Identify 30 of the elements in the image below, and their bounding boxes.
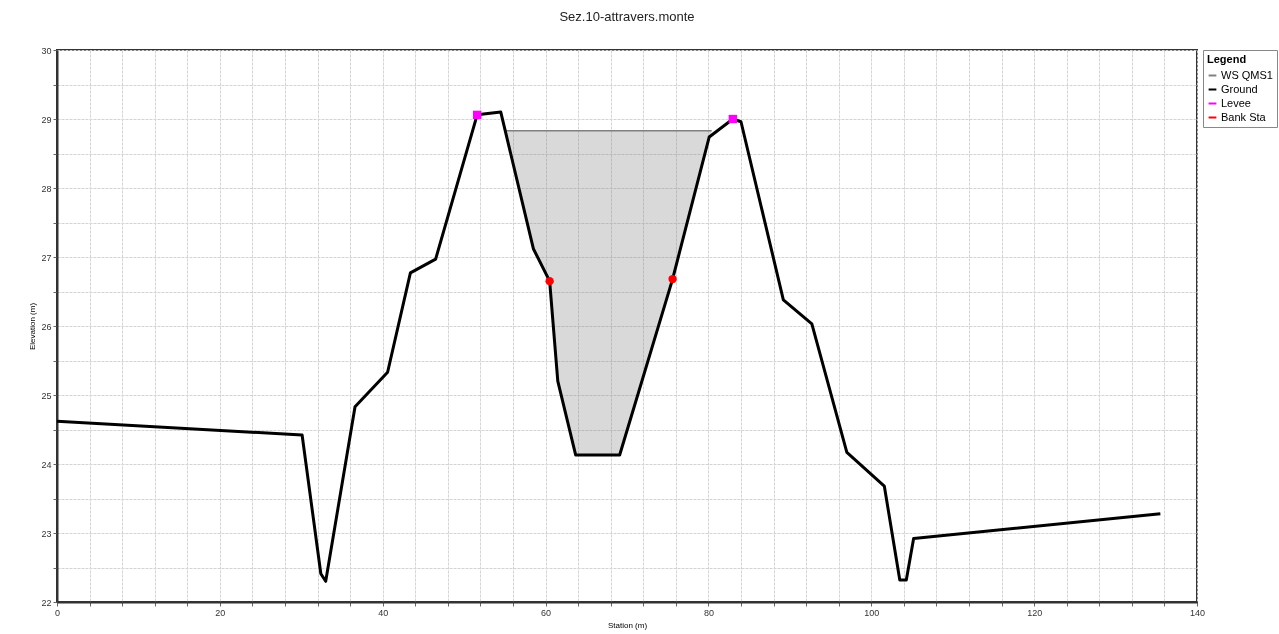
- x-tick-label: 60: [541, 607, 552, 618]
- line-series: [55, 110, 1162, 583]
- y-tick-label: 22: [41, 597, 52, 608]
- y-tick-label: 25: [41, 390, 52, 401]
- point: [472, 110, 482, 120]
- point: [728, 114, 738, 124]
- legend-title: Legend: [1207, 53, 1247, 65]
- legend-label: Levee: [1221, 96, 1251, 109]
- point: [668, 274, 677, 284]
- y-tick-label: 28: [41, 183, 52, 194]
- x-tick-label: 80: [703, 607, 714, 618]
- x-tick-label: 40: [378, 607, 389, 618]
- point: [545, 276, 554, 286]
- legend-label: WS QMS1: [1221, 68, 1273, 81]
- x-axis-title: Station (m): [607, 620, 648, 630]
- y-tick-label: 29: [41, 114, 52, 125]
- y-tick-label: 30: [41, 45, 52, 56]
- legend-label: Ground: [1221, 82, 1258, 95]
- y-tick-label: 24: [41, 459, 52, 470]
- y-axis-title: Elevation (m): [28, 302, 38, 351]
- x-tick-label: 20: [215, 607, 226, 618]
- x-tick-label: 0: [54, 607, 61, 618]
- x-tick-label: 100: [864, 607, 880, 618]
- x-tick-label: 140: [1189, 607, 1206, 618]
- x-tick-label: 120: [1027, 607, 1043, 618]
- y-tick-label: 26: [41, 321, 52, 332]
- y-tick-label: 23: [41, 528, 52, 539]
- legend-label: Bank Sta: [1221, 110, 1267, 123]
- chart-title: Sez.10-attravers.monte: [559, 9, 695, 24]
- y-tick-label: 27: [41, 252, 52, 263]
